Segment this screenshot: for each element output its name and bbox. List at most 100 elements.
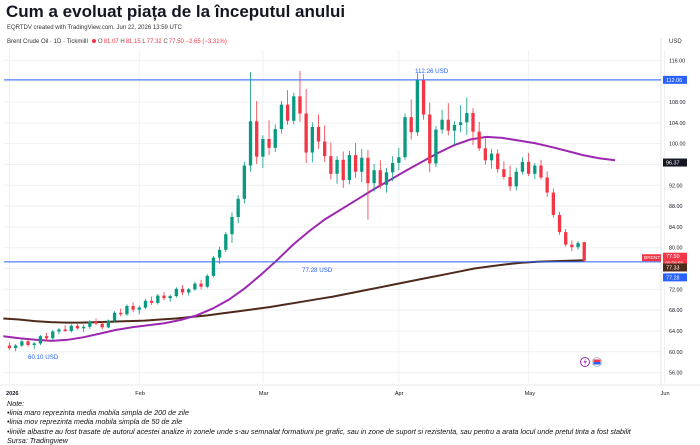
chart-decor bbox=[580, 357, 602, 367]
candle-body bbox=[242, 165, 246, 199]
instrument-legend: Brent Crude Oil · 1D · TickmillI O81.07 H… bbox=[7, 39, 227, 45]
y-tick-label: 88.00 bbox=[669, 204, 683, 210]
candle-body bbox=[112, 312, 117, 321]
candle-body bbox=[100, 323, 104, 328]
x-tick-label: 2026 bbox=[6, 391, 18, 397]
badge-sma50: 96.37 bbox=[666, 161, 680, 167]
candle-body bbox=[20, 341, 24, 346]
candle-body bbox=[409, 117, 413, 133]
level-label: 112.26 USD bbox=[415, 68, 449, 75]
candle-body bbox=[143, 300, 148, 308]
candle-body bbox=[372, 170, 376, 184]
candle-body bbox=[7, 345, 12, 349]
candle-body bbox=[539, 165, 543, 178]
candle-body bbox=[496, 153, 500, 170]
candle-body bbox=[564, 232, 568, 245]
note-sma200: •linia maro reprezinta media mobila simp… bbox=[7, 408, 189, 418]
candle-body bbox=[205, 275, 209, 287]
notes-source: Sursa: Tradingview bbox=[7, 435, 68, 445]
badge-sma50-bg bbox=[663, 158, 687, 167]
candle-body bbox=[193, 283, 197, 290]
candle-body bbox=[323, 141, 327, 157]
price-axis: 56.0060.0064.0068.0072.0076.0080.0084.00… bbox=[669, 58, 686, 376]
candle-body bbox=[180, 288, 185, 293]
candle-body bbox=[483, 148, 488, 161]
y-tick-label: 64.00 bbox=[669, 329, 683, 335]
brent-tag: BRENT bbox=[644, 255, 660, 261]
credit-line: EQRTDV created with TradingView.com, Jun… bbox=[7, 25, 182, 31]
candle-body bbox=[26, 341, 30, 346]
candle-body bbox=[415, 80, 420, 133]
ohlc-high: 81.15 bbox=[125, 39, 141, 45]
candle-body bbox=[261, 138, 265, 157]
x-tick-label: Jun bbox=[661, 391, 670, 397]
status-dot-icon bbox=[92, 39, 97, 44]
candle-body bbox=[156, 295, 160, 303]
candle-body bbox=[533, 165, 537, 174]
low-price-annotation: 60.10 USD bbox=[28, 354, 59, 361]
y-tick-label: 56.00 bbox=[669, 371, 683, 377]
candle-body bbox=[465, 112, 469, 123]
candle-body bbox=[75, 325, 80, 329]
y-tick-label: 84.00 bbox=[669, 225, 683, 231]
candle-body bbox=[106, 320, 111, 328]
candle-body bbox=[310, 127, 314, 153]
candle-body bbox=[88, 321, 92, 327]
candle-body bbox=[125, 305, 129, 315]
candle-body bbox=[452, 124, 457, 131]
candle-body bbox=[471, 112, 475, 132]
candle-body bbox=[508, 176, 512, 187]
candle-body bbox=[51, 331, 55, 339]
candle-body bbox=[211, 257, 216, 276]
candle-body bbox=[502, 169, 506, 177]
brent-tag-bg bbox=[642, 254, 661, 262]
candle-body bbox=[94, 321, 98, 324]
candle-body bbox=[267, 138, 271, 148]
candle-body bbox=[273, 129, 277, 148]
page-title: Cum a evoluat piața de la începutul anul… bbox=[6, 2, 346, 21]
ohlc-o-label: O bbox=[98, 39, 103, 45]
price-chart[interactable]: 56.0060.0064.0068.0072.0076.0080.0084.00… bbox=[0, 34, 700, 398]
badge-sma200-bg bbox=[663, 263, 687, 272]
candle-body bbox=[520, 161, 525, 172]
ohlc-l-label: L bbox=[142, 39, 146, 45]
x-tick-label: May bbox=[525, 391, 536, 397]
x-tick-label: Feb bbox=[135, 391, 145, 397]
notes-block: Note: •linia maro reprezinta media mobil… bbox=[7, 399, 631, 445]
y-tick-label: 80.00 bbox=[669, 246, 683, 252]
candle-body bbox=[304, 113, 308, 153]
candle-body bbox=[335, 159, 339, 174]
candle-body bbox=[353, 155, 358, 172]
time-axis: 2026FebMarAprMayJunJul bbox=[6, 391, 670, 397]
candle-body bbox=[174, 288, 179, 297]
x-tick-label: Apr bbox=[395, 391, 404, 397]
candle-body bbox=[224, 234, 228, 250]
candle-body bbox=[477, 131, 481, 149]
candle-body bbox=[428, 114, 432, 164]
candle-body bbox=[347, 155, 352, 181]
candle-body bbox=[44, 336, 49, 339]
moving-averages bbox=[3, 135, 616, 342]
candle-body bbox=[82, 326, 86, 329]
candle-body bbox=[329, 156, 333, 174]
badge-last-price-bg bbox=[663, 252, 687, 267]
candle-body bbox=[557, 214, 562, 233]
note-sma50: •linia mov reprezinta media mobila simpl… bbox=[7, 417, 183, 427]
grid-lines bbox=[0, 38, 700, 386]
flag-stripe-icon bbox=[593, 359, 601, 362]
ohlc-c-label: C bbox=[163, 39, 168, 45]
currency-label: USD bbox=[669, 39, 682, 45]
horizontal-levels: 112.26 USD 77.28 USD 60.10 USD bbox=[4, 68, 661, 361]
candle-body bbox=[384, 172, 389, 185]
candle-body bbox=[421, 80, 426, 115]
candle-body bbox=[199, 283, 203, 287]
candle-body bbox=[489, 153, 494, 161]
note-blue-lines: •liniile albastre au fost trasate de aut… bbox=[7, 426, 631, 436]
candle-body bbox=[230, 217, 234, 235]
y-tick-label: 60.00 bbox=[669, 350, 683, 356]
sma200-line bbox=[3, 259, 585, 324]
candle-body bbox=[217, 249, 222, 258]
badge-countdown: 06:59:55 bbox=[665, 261, 683, 266]
candle-body bbox=[360, 157, 364, 172]
